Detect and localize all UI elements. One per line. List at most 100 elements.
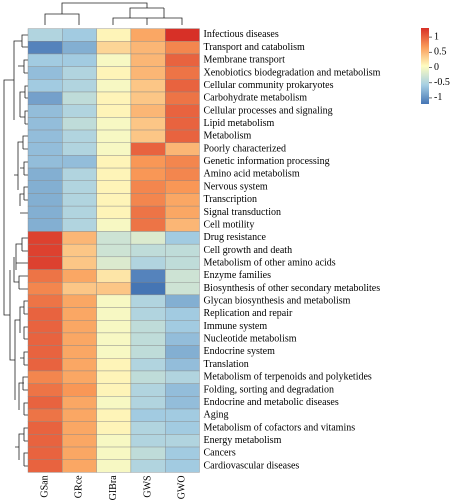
row-label: Cell growth and death [204,245,293,256]
row-label: Cell motility [204,219,255,230]
heatmap-cell [130,167,166,181]
heatmap-cell [130,332,166,346]
heatmap-cell [62,446,97,460]
heatmap-cell [27,205,63,219]
row-dendrogram [3,34,28,467]
row-label: Glycan biosynthesis and metabolism [204,296,351,307]
row-label: Metabolism of terpenoids and polyketides [204,372,372,383]
heatmap-cell [27,282,63,296]
heatmap-cell [62,434,97,448]
row-label: Genetic information processing [204,156,330,167]
heatmap-cell [62,205,97,219]
row-label: Metabolism of other amino acids [204,257,336,268]
heatmap-cell [62,167,97,181]
colorbar-tick-label: -0.5 [434,77,450,88]
heatmap-cell [130,383,166,397]
heatmap-cell [164,180,200,194]
heatmap-cell [96,205,132,219]
heatmap-cell [27,104,63,118]
heatmap-cell [27,396,63,410]
heatmap-cell [164,205,200,219]
heatmap-cell [27,79,63,93]
heatmap-cell [96,155,132,169]
row-label: Folding, sorting and degradation [204,384,335,395]
heatmap-cell [27,434,63,448]
heatmap-cell [27,180,63,194]
heatmap-cell [62,370,97,384]
heatmap-cell [62,180,97,194]
heatmap-cell [27,294,63,308]
heatmap-cell [62,218,97,232]
heatmap-cell [96,408,132,422]
heatmap-cell [96,434,132,448]
heatmap-cell [130,142,166,156]
heatmap-cell [164,41,200,55]
row-label: Immune system [204,321,268,332]
row-label: Translation [204,359,249,370]
heatmap-cell [62,256,97,270]
heatmap-cell [164,434,200,448]
heatmap-cell [96,193,132,207]
heatmap-cell [164,446,200,460]
heatmap-cell [164,218,200,232]
row-label: Cardiovascular diseases [204,460,300,471]
heatmap-cell [130,129,166,143]
heatmap-cell [164,53,200,67]
heatmap-cell [130,53,166,67]
heatmap-cell [96,91,132,105]
heatmap-cell [164,256,200,270]
heatmap-cell [164,383,200,397]
row-label: Replication and repair [204,308,294,319]
row-label: Xenobiotics biodegradation and metabolis… [204,67,381,78]
heatmap-cell [96,370,132,384]
heatmap-cell [96,117,132,131]
column-label: GSan [39,475,50,497]
heatmap-cell [27,28,63,42]
heatmap-cell [27,53,63,67]
heatmap-cell [96,53,132,67]
heatmap-cell [96,180,132,194]
row-label: Signal transduction [204,207,282,218]
heatmap-cell [96,129,132,143]
colorbar [421,28,429,104]
heatmap-cell [62,117,97,131]
heatmap-cell [62,307,97,321]
heatmap-cell [164,282,200,296]
heatmap-cell [96,256,132,270]
heatmap-cell [164,66,200,80]
heatmap-cell [62,155,97,169]
heatmap-cell [130,294,166,308]
heatmap-cell [130,256,166,270]
heatmap-cell [96,243,132,258]
heatmap-cell [27,269,63,283]
column-label: GRce [74,475,85,498]
heatmap-cell [27,345,63,359]
heatmap-cell [62,294,97,308]
colorbar-tick-label: 0.5 [434,47,447,58]
heatmap-cell [164,396,200,410]
heatmap-cell [164,358,200,372]
heatmap-cell [96,231,132,245]
heatmap-cell [164,117,200,131]
heatmap-cell [130,396,166,410]
heatmap-cell [130,180,166,194]
heatmap-cell [164,294,200,308]
heatmap-cell [27,446,63,460]
heatmap-cell [130,446,166,460]
heatmap-cell [27,307,63,321]
heatmap-cell [130,434,166,448]
heatmap-cell [96,446,132,460]
heatmap-cell [62,383,97,397]
heatmap-cell [164,243,200,258]
heatmap-cell [96,358,132,372]
row-label: Transcription [204,194,258,205]
heatmap-cell [62,408,97,422]
heatmap-cell [96,307,132,321]
row-label: Biosynthesis of other secondary metaboli… [204,283,381,294]
heatmap-cell [164,459,200,473]
heatmap-cell [27,193,63,207]
colorbar-tick-label: 0 [434,62,439,73]
heatmap-cell [164,155,200,169]
row-label: Endocrine system [204,346,276,357]
